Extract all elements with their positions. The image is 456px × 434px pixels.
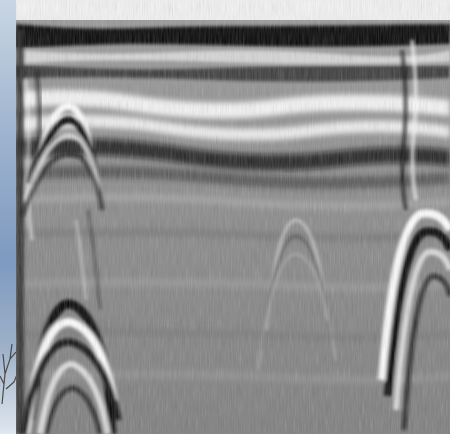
background-sky-photo <box>0 0 20 434</box>
tree-branches <box>0 343 19 404</box>
radargram-image <box>16 0 450 434</box>
image-grain <box>16 0 450 434</box>
